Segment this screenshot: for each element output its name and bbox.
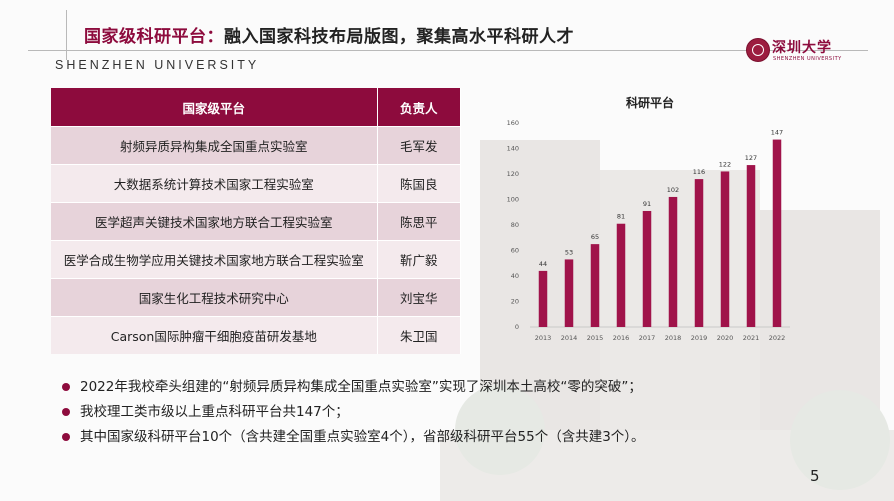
x-tick-label: 2020: [717, 334, 734, 342]
x-tick-label: 2018: [665, 334, 682, 342]
platform-bar-chart: 科研平台 0 20 40 60 80 100 120 140 160 44 2013 53 2014 65…: [500, 88, 800, 348]
bullet-text: 其中国家级科研平台10个（含共建全国重点实验室4个），省部级科研平台55个（含共…: [80, 429, 645, 445]
page-title: 国家级科研平台：融入国家科技布局版图，聚集高水平科研人才: [84, 22, 574, 47]
header-horizontal-rule: [28, 50, 868, 51]
x-tick-label: 2015: [587, 334, 604, 342]
y-tick-label: 100: [507, 196, 519, 204]
logo-english-text: SHENZHEN UNIVERSITY: [773, 56, 842, 62]
bar-data-label: 65: [591, 233, 599, 241]
platform-name: 医学超声关键技术国家地方联合工程实验室: [51, 202, 378, 241]
leader-name: 毛军发: [377, 126, 462, 165]
y-tick-label: 80: [511, 221, 519, 229]
platform-name: 医学合成生物学应用关键技术国家地方联合工程实验室: [51, 240, 378, 279]
header-vertical-rule: [66, 10, 67, 60]
chart-bar: [642, 210, 652, 327]
bullet-text: 我校理工类市级以上重点科研平台共147个；: [80, 404, 349, 420]
table-row: Carson国际肿瘤干细胞疫苗研发基地 朱卫国: [51, 316, 462, 354]
chart-plot: 0 20 40 60 80 100 120 140 160 44 2013 53 2014 65 2015 8…: [507, 119, 790, 342]
university-logo: 深圳大学 SHENZHEN UNIVERSITY: [746, 36, 856, 68]
bullet-list: 2022年我校牵头组建的“射频异质异构集成全国重点实验室”实现了深圳本土高校“零…: [62, 378, 645, 453]
platform-name: 大数据系统计算技术国家工程实验室: [51, 164, 378, 203]
table-row: 国家生化工程技术研究中心 刘宝华: [51, 278, 462, 317]
table-header-leader: 负责人: [377, 88, 462, 127]
bar-data-label: 53: [565, 248, 573, 256]
chart-bar: [538, 270, 548, 327]
page-subtitle: SHENZHEN UNIVERSITY: [55, 58, 260, 72]
bullet-dot-icon: [62, 433, 70, 441]
campus-building-watermark: [440, 140, 894, 501]
x-tick-label: 2017: [639, 334, 656, 342]
chart-bar: [616, 223, 626, 327]
y-tick-label: 40: [511, 272, 519, 280]
y-tick-label: 140: [507, 145, 519, 153]
chart-bar: [694, 179, 704, 327]
y-tick-label: 60: [511, 247, 519, 255]
chart-bar: [772, 139, 782, 327]
leader-name: 靳广毅: [377, 240, 462, 279]
page-title-accent: 国家级科研平台：: [84, 27, 224, 47]
platform-name: 射频异质异构集成全国重点实验室: [51, 126, 378, 165]
bar-data-label: 91: [643, 200, 651, 208]
platform-name: Carson国际肿瘤干细胞疫苗研发基地: [51, 316, 378, 354]
leader-name: 朱卫国: [377, 316, 462, 354]
page-number: 5: [810, 467, 820, 485]
leader-name: 陈国良: [377, 164, 462, 203]
platform-table: 国家级平台 负责人 射频异质异构集成全国重点实验室 毛军发 大数据系统计算技术国家…: [51, 88, 462, 354]
y-tick-label: 20: [511, 298, 519, 306]
y-tick-label: 160: [507, 119, 519, 127]
table-header-platform: 国家级平台: [51, 88, 378, 127]
y-tick-label: 120: [507, 170, 519, 178]
table-row: 医学合成生物学应用关键技术国家地方联合工程实验室 靳广毅: [51, 240, 462, 279]
chart-bar: [720, 171, 730, 327]
leader-name: 陈思平: [377, 202, 462, 241]
chart-bar: [746, 165, 756, 327]
x-tick-label: 2013: [535, 334, 552, 342]
bar-data-label: 116: [693, 168, 705, 176]
bar-data-label: 122: [719, 160, 731, 168]
bar-data-label: 81: [617, 213, 625, 221]
bullet-text: 2022年我校牵头组建的“射频异质异构集成全国重点实验室”实现了深圳本土高校“零…: [80, 379, 642, 395]
bar-data-label: 102: [667, 186, 679, 194]
chart-title: 科研平台: [625, 96, 674, 110]
chart-bar: [564, 259, 574, 327]
bullet-dot-icon: [62, 408, 70, 416]
chart-bar: [668, 196, 678, 327]
logo-text: 深圳大学: [772, 40, 832, 56]
x-tick-label: 2022: [769, 334, 786, 342]
table-row: 大数据系统计算技术国家工程实验室 陈国良: [51, 164, 462, 203]
x-tick-label: 2021: [743, 334, 760, 342]
x-tick-label: 2016: [613, 334, 630, 342]
y-tick-label: 0: [515, 323, 519, 331]
x-tick-label: 2019: [691, 334, 708, 342]
bullet-item: 2022年我校牵头组建的“射频异质异构集成全国重点实验室”实现了深圳本土高校“零…: [62, 378, 645, 403]
bullet-dot-icon: [62, 383, 70, 391]
x-tick-label: 2014: [561, 334, 578, 342]
bullet-item: 其中国家级科研平台10个（含共建全国重点实验室4个），省部级科研平台55个（含共…: [62, 428, 645, 453]
leader-name: 刘宝华: [377, 278, 462, 317]
university-seal-icon: [746, 38, 770, 62]
bullet-item: 我校理工类市级以上重点科研平台共147个；: [62, 403, 645, 428]
table-row: 射频异质异构集成全国重点实验室 毛军发: [51, 126, 462, 165]
bar-data-label: 44: [539, 260, 547, 268]
bar-data-label: 147: [771, 129, 783, 137]
platform-name: 国家生化工程技术研究中心: [51, 278, 378, 317]
page-title-rest: 融入国家科技布局版图，聚集高水平科研人才: [224, 27, 574, 47]
bar-data-label: 127: [745, 154, 757, 162]
chart-bar: [590, 244, 600, 327]
table-row: 医学超声关键技术国家地方联合工程实验室 陈思平: [51, 202, 462, 241]
